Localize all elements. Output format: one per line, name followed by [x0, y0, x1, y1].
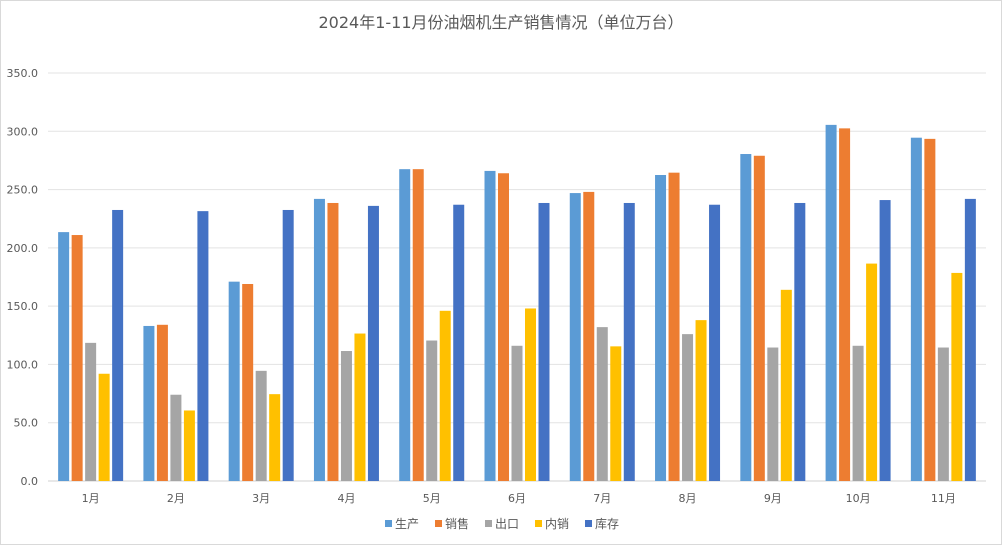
bar-内销-3月 — [269, 394, 281, 481]
bar-库存-10月 — [879, 200, 891, 481]
bar-生产-3月 — [228, 281, 240, 481]
x-tick-label: 5月 — [423, 492, 441, 505]
bar-生产-6月 — [484, 170, 496, 482]
y-tick-label: 0.0 — [21, 475, 39, 488]
legend-swatch-出口 — [485, 520, 492, 527]
x-tick-label: 9月 — [764, 492, 782, 505]
bar-库存-7月 — [623, 202, 635, 481]
x-tick-label: 1月 — [82, 492, 100, 505]
bar-生产-1月 — [58, 232, 70, 481]
bar-销售-7月 — [583, 191, 595, 481]
bar-销售-3月 — [242, 283, 254, 481]
bar-生产-8月 — [655, 175, 667, 481]
bar-出口-10月 — [852, 345, 864, 481]
bar-内销-9月 — [780, 289, 792, 481]
bar-出口-3月 — [255, 370, 267, 481]
bar-出口-8月 — [682, 334, 694, 481]
bar-生产-11月 — [910, 137, 922, 481]
bar-销售-6月 — [498, 173, 509, 481]
bar-库存-2月 — [197, 211, 209, 481]
bar-内销-10月 — [866, 263, 878, 481]
x-tick-label: 8月 — [679, 492, 697, 505]
bar-出口-9月 — [767, 347, 779, 481]
legend-swatch-销售 — [435, 520, 442, 527]
bar-出口-2月 — [170, 394, 182, 481]
bar-出口-6月 — [511, 345, 523, 481]
x-tick-label: 3月 — [252, 492, 270, 505]
y-tick-label: 300.0 — [7, 125, 39, 138]
bar-内销-5月 — [439, 310, 451, 481]
x-axis-ticks: 1月 2月 3月 4月 5月 6月 7月 8月 9月 10月 11月 — [82, 492, 956, 505]
bar-库存-6月 — [538, 202, 550, 481]
x-tick-label: 6月 — [508, 492, 526, 505]
x-tick-label: 7月 — [593, 492, 611, 505]
bar-内销-1月 — [98, 373, 110, 481]
bar-内销-6月 — [525, 308, 536, 481]
bar-销售-9月 — [753, 155, 765, 481]
bar-生产-4月 — [313, 198, 325, 481]
bar-库存-1月 — [112, 209, 124, 481]
bar-销售-11月 — [924, 138, 936, 481]
legend-label: 内销 — [545, 517, 569, 531]
y-tick-label: 50.0 — [14, 417, 39, 430]
bar-内销-11月 — [951, 272, 963, 481]
bar-出口-11月 — [937, 347, 949, 481]
y-axis-ticks: 0.0 50.0 100.0 150.0 200.0 250.0 300.0 350.0 — [7, 67, 39, 488]
y-tick-label: 250.0 — [7, 184, 39, 197]
legend-swatch-库存 — [585, 520, 592, 527]
bar-内销-4月 — [354, 333, 366, 481]
bar-销售-10月 — [839, 128, 851, 481]
x-tick-label: 4月 — [337, 492, 355, 505]
bar-生产-5月 — [399, 169, 411, 481]
x-tick-label: 11月 — [931, 492, 956, 505]
bar-销售-8月 — [668, 172, 680, 481]
bar-内销-7月 — [610, 346, 622, 481]
x-tick-label: 10月 — [846, 492, 871, 505]
bar-生产-9月 — [740, 154, 752, 481]
y-tick-label: 150.0 — [7, 300, 39, 313]
bar-生产-10月 — [825, 124, 837, 482]
legend-swatch-内销 — [535, 520, 542, 527]
legend-label: 销售 — [445, 516, 469, 531]
bar-内销-8月 — [695, 320, 707, 481]
bar-库存-5月 — [453, 204, 465, 481]
bar-生产-7月 — [569, 193, 581, 481]
y-tick-label: 100.0 — [7, 358, 39, 371]
bar-库存-11月 — [964, 198, 976, 481]
bar-销售-2月 — [156, 324, 168, 481]
legend: 生产 销售 出口 内销 库存 — [385, 516, 619, 531]
bar-内销-2月 — [183, 410, 195, 481]
bars — [58, 124, 976, 482]
legend-swatch-生产 — [385, 520, 392, 527]
y-tick-label: 350.0 — [7, 67, 39, 80]
legend-label: 生产 — [395, 517, 419, 531]
bar-生产-2月 — [143, 325, 155, 481]
bar-库存-8月 — [709, 204, 721, 481]
legend-label: 出口 — [495, 517, 519, 531]
bar-出口-5月 — [426, 340, 438, 481]
legend-label: 库存 — [595, 516, 619, 531]
chart-title: 2024年1-11月份油烟机生产销售情况（单位万台） — [318, 13, 683, 32]
bar-出口-1月 — [85, 342, 97, 481]
bar-出口-7月 — [596, 327, 608, 481]
bar-库存-3月 — [282, 209, 294, 481]
x-tick-label: 2月 — [167, 492, 185, 505]
bar-销售-1月 — [71, 235, 83, 481]
bar-出口-4月 — [340, 351, 352, 481]
bar-销售-4月 — [327, 202, 339, 481]
bar-库存-9月 — [794, 202, 806, 481]
bar-销售-5月 — [412, 169, 424, 481]
bar-库存-4月 — [367, 205, 379, 482]
y-tick-label: 200.0 — [7, 242, 39, 255]
